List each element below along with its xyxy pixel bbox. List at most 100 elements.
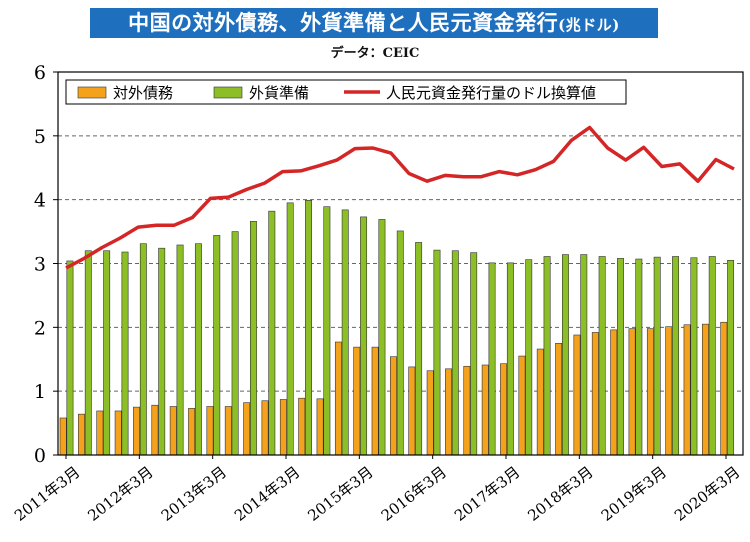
plot-frame [57,71,744,456]
bar-fx-reserves [433,249,441,456]
bar-external-debt [169,406,177,456]
bar-fx-reserves [415,242,423,456]
bar-external-debt [114,410,122,456]
y-tick-label: 0 [34,445,46,467]
bar-external-debt [261,400,269,456]
bar-external-debt [628,328,636,456]
bar-fx-reserves [139,243,147,456]
bar-fx-reserves [360,216,368,456]
chart-title: 中国の対外債務、外貨準備と人民元資金発行(兆ドル) [90,8,658,40]
bar-external-debt [426,370,434,456]
x-tick-label: 2016年3月 [378,463,450,525]
bar-fx-reserves [470,252,478,456]
y-tick-label: 5 [34,126,46,148]
bar-fx-reserves [543,256,551,456]
bar-external-debt [683,324,691,456]
x-tick-label: 2011年3月 [11,463,83,525]
bar-fx-reserves [561,254,569,456]
bar-external-debt [96,410,104,456]
bar-fx-reserves [617,258,624,456]
bar-fx-reserves [598,256,606,456]
bar-external-debt [573,334,581,456]
bar-external-debt [555,342,563,456]
bar-external-debt [224,406,232,456]
bar-fx-reserves [305,200,312,456]
y-tick-label: 4 [34,190,46,212]
bar-fx-reserves [488,262,496,456]
bar-fx-reserves [231,231,239,456]
y-tick-label: 2 [34,317,46,339]
bar-fx-reserves [580,254,588,456]
bar-external-debt [536,348,544,456]
bar-fx-reserves [176,244,184,456]
bar-fx-reserves [451,250,459,456]
bar-external-debt [445,368,452,456]
bar-external-debt [500,363,508,456]
bar-external-debt [518,355,526,456]
legend-swatch-fx-reserves [213,86,243,99]
bar-fx-reserves [158,247,166,456]
bar-fx-reserves [250,221,257,456]
bar-external-debt [481,364,489,456]
bar-fx-reserves [690,257,698,456]
x-tick-label: 2013年3月 [158,463,230,525]
x-tick-label: 2017年3月 [451,463,523,525]
bar-fx-reserves [103,250,111,456]
bar-fx-reserves [66,260,74,456]
bar-fx-reserves [708,256,716,456]
bar-external-debt [610,329,618,456]
x-tick-label: 2018年3月 [524,463,596,525]
x-tick-label: 2015年3月 [304,463,376,525]
bar-external-debt [591,332,599,456]
x-tick-label: 2019年3月 [598,463,670,525]
y-tick-label: 3 [34,254,46,276]
legend-swatch-external-debt [77,86,107,99]
bar-external-debt [371,346,379,456]
x-tick-label: 2014年3月 [231,463,303,525]
title-bar: 中国の対外債務、外貨準備と人民元資金発行(兆ドル) [90,8,658,38]
bar-fx-reserves [121,251,129,456]
bar-external-debt [334,341,342,456]
bar-fx-reserves [378,219,386,456]
bar-fx-reserves [672,256,679,456]
y-tick-label: 1 [34,381,46,403]
x-tick-label: 2020年3月 [671,463,743,525]
bar-fx-reserves [635,258,643,456]
bar-external-debt [316,398,324,456]
line-rmb-issuance [65,125,735,270]
bar-external-debt [78,413,85,456]
bar-external-debt [390,356,397,456]
bar-external-debt [151,404,159,456]
bar-external-debt [298,397,306,456]
bar-fx-reserves [84,250,92,456]
chart-title-text: 中国の対外債務、外貨準備と人民元資金発行 [128,10,559,35]
bar-fx-reserves [525,259,533,456]
legend-label-external-debt: 対外債務 [113,84,173,102]
bar-external-debt [720,321,728,456]
bar-external-debt [463,365,471,456]
x-tick-label: 2012年3月 [84,463,156,525]
bar-fx-reserves [286,202,294,456]
bar-fx-reserves [323,206,331,456]
y-tick-label: 6 [34,62,46,84]
bar-external-debt [665,326,673,456]
legend-label-rmb-issuance: 人民元資金発行量のドル換算値 [386,84,596,102]
data-source: データ：CEIC [330,46,420,61]
bar-external-debt [646,328,654,456]
bar-fx-reserves [194,243,202,456]
bar-external-debt [188,408,196,456]
bar-fx-reserves [268,210,276,456]
bar-fx-reserves [341,209,349,456]
bar-external-debt [701,323,709,456]
bar-fx-reserves [727,260,735,456]
bar-external-debt [353,346,361,456]
bar-fx-reserves [213,235,221,456]
bar-fx-reserves [396,230,404,456]
bar-fx-reserves [653,256,661,456]
bar-external-debt [59,417,67,456]
bar-external-debt [133,406,141,456]
bar-external-debt [243,402,251,456]
chart-title-unit: (兆ドル) [558,16,620,34]
bar-external-debt [206,406,214,456]
